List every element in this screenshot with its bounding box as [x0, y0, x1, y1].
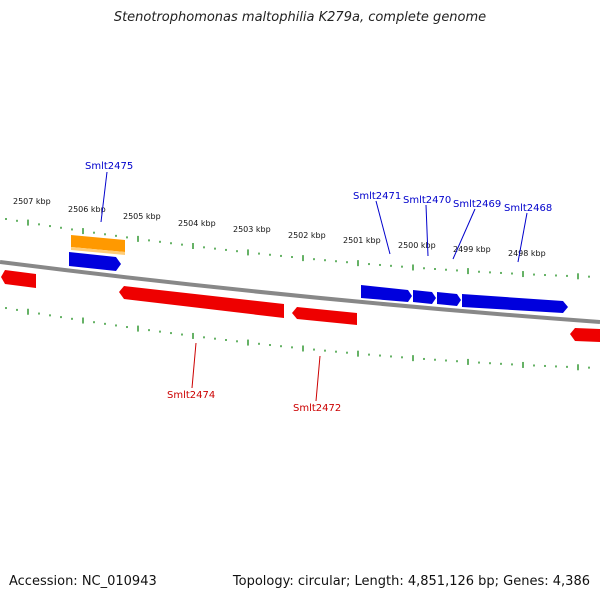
gene-label-smlt2475[interactable]: Smlt2475 [85, 161, 133, 172]
lower-scale-ticks [5, 307, 590, 371]
gene-label-smlt2474[interactable]: Smlt2474 [167, 390, 215, 401]
scale-label: 2505 kbp [123, 212, 161, 221]
scale-label: 2502 kbp [288, 231, 326, 240]
leader-line-smlt2470 [425, 204, 429, 257]
genome-title: Stenotrophomonas maltophilia K279a, comp… [113, 10, 487, 25]
leader-line-smlt2471 [375, 200, 391, 255]
gene-smlt2471[interactable] [361, 285, 412, 302]
topology-summary: Topology: circular; Length: 4,851,126 bp… [232, 574, 590, 589]
leader-line-smlt2472 [315, 355, 321, 402]
accession-text: Accession: NC_010943 [9, 574, 157, 589]
gene-smlt2474[interactable] [119, 286, 284, 318]
genome-backbone [0, 260, 600, 324]
gene-label-smlt2469[interactable]: Smlt2469 [453, 199, 501, 210]
gene-smlt2470[interactable] [413, 290, 436, 304]
gene-smlt2475[interactable] [71, 235, 125, 255]
gene-label-smlt2470[interactable]: Smlt2470 [403, 195, 451, 206]
gene-reverse-right[interactable] [570, 328, 600, 342]
gene-label-smlt2472[interactable]: Smlt2472 [293, 403, 341, 414]
scale-label: 2507 kbp [13, 197, 51, 206]
gene-label-smlt2468[interactable]: Smlt2468 [504, 203, 552, 214]
scale-label: 2501 kbp [343, 236, 381, 245]
gene-smlt2468[interactable] [462, 294, 568, 313]
scale-label: 2500 kbp [398, 241, 436, 250]
scale-label: 2498 kbp [508, 249, 546, 258]
gene-forward-1[interactable] [69, 252, 121, 271]
scale-label: 2499 kbp [453, 245, 491, 254]
scale-label: 2506 kbp [68, 205, 106, 214]
gene-reverse-left[interactable] [1, 270, 36, 288]
leader-line-smlt2475 [100, 171, 108, 223]
scale-label: 2503 kbp [233, 225, 271, 234]
upper-scale-ticks [5, 217, 590, 280]
scale-label: 2504 kbp [178, 219, 216, 228]
leader-line-smlt2468 [517, 212, 528, 263]
gene-smlt2469[interactable] [437, 292, 461, 306]
gene-smlt2472[interactable] [292, 307, 357, 325]
gene-label-smlt2471[interactable]: Smlt2471 [353, 191, 401, 202]
leader-line-smlt2469 [452, 208, 476, 260]
leader-line-smlt2474 [191, 342, 197, 389]
